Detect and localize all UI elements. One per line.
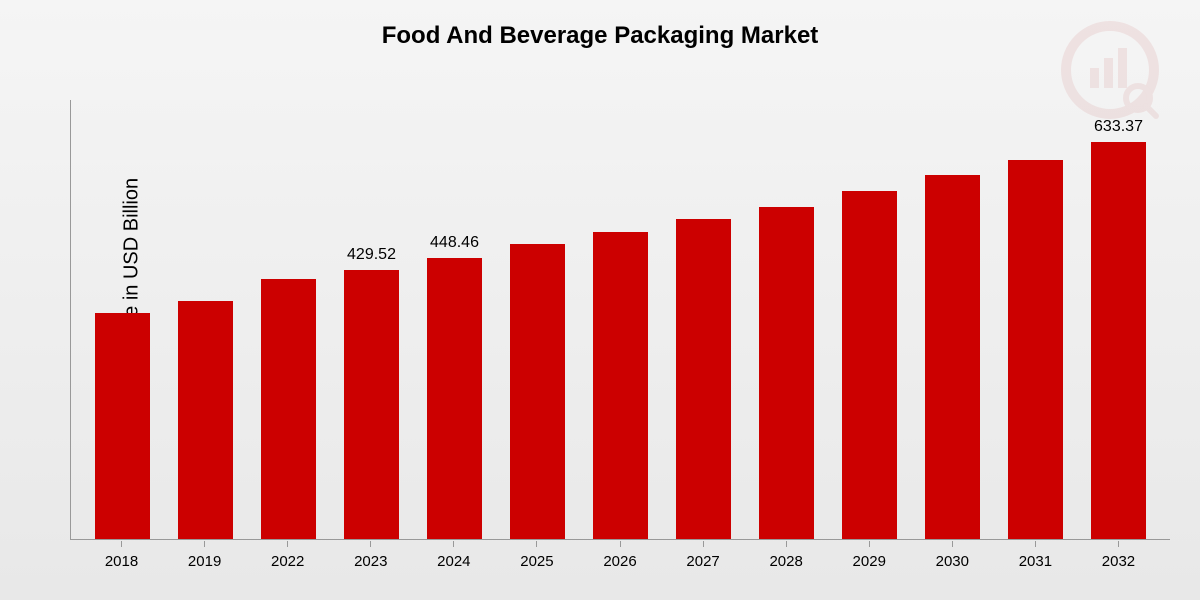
tick-mark <box>1118 541 1119 547</box>
chart-plot-area: 429.52 448.46 633.37 <box>70 100 1170 540</box>
tick-mark <box>1035 541 1036 547</box>
bar-wrap: 633.37 <box>1077 100 1160 539</box>
x-tick-label: 2031 <box>1019 553 1052 570</box>
bar-wrap <box>994 100 1077 539</box>
bar <box>427 258 482 539</box>
xtick-wrap: 2024 <box>412 541 495 570</box>
x-tick-label: 2019 <box>188 553 221 570</box>
x-tick-label: 2030 <box>936 553 969 570</box>
tick-mark <box>786 541 787 547</box>
tick-mark <box>869 541 870 547</box>
bar-wrap <box>662 100 745 539</box>
tick-mark <box>204 541 205 547</box>
x-tick-label: 2024 <box>437 553 470 570</box>
bar <box>510 244 565 539</box>
xtick-wrap: 2025 <box>495 541 578 570</box>
xtick-wrap: 2030 <box>911 541 994 570</box>
bar <box>95 313 150 539</box>
xtick-wrap: 2032 <box>1077 541 1160 570</box>
x-tick-label: 2027 <box>686 553 719 570</box>
bar-wrap <box>164 100 247 539</box>
bar-value-label: 633.37 <box>1094 118 1143 136</box>
tick-mark <box>536 541 537 547</box>
bar-wrap <box>579 100 662 539</box>
chart-title: Food And Beverage Packaging Market <box>382 22 819 50</box>
xtick-wrap: 2023 <box>329 541 412 570</box>
xtick-wrap: 2028 <box>745 541 828 570</box>
tick-mark <box>370 541 371 547</box>
bar <box>344 270 399 539</box>
xtick-wrap: 2029 <box>828 541 911 570</box>
xtick-wrap: 2027 <box>662 541 745 570</box>
xtick-wrap: 2022 <box>246 541 329 570</box>
bar <box>178 301 233 539</box>
tick-mark <box>121 541 122 547</box>
x-tick-label: 2018 <box>105 553 138 570</box>
tick-mark <box>620 541 621 547</box>
x-tick-label: 2025 <box>520 553 553 570</box>
x-tick-label: 2023 <box>354 553 387 570</box>
x-tick-label: 2032 <box>1102 553 1135 570</box>
bar-wrap <box>81 100 164 539</box>
x-tick-label: 2029 <box>853 553 886 570</box>
bar <box>261 279 316 539</box>
xtick-wrap: 2018 <box>80 541 163 570</box>
bar-wrap <box>247 100 330 539</box>
x-axis: 2018 2019 2022 2023 2024 2025 2026 2027 2028 2029… <box>70 541 1170 570</box>
tick-mark <box>453 541 454 547</box>
bar-wrap: 429.52 <box>330 100 413 539</box>
tick-mark <box>287 541 288 547</box>
bar <box>593 232 648 539</box>
xtick-wrap: 2019 <box>163 541 246 570</box>
bar-wrap: 448.46 <box>413 100 496 539</box>
bar <box>842 191 897 539</box>
x-tick-label: 2028 <box>769 553 802 570</box>
bar-wrap <box>911 100 994 539</box>
bar <box>925 175 980 539</box>
bar <box>676 219 731 539</box>
xtick-wrap: 2026 <box>578 541 661 570</box>
x-tick-label: 2022 <box>271 553 304 570</box>
bar <box>1008 160 1063 539</box>
bar <box>1091 142 1146 539</box>
bar-value-label: 429.52 <box>347 246 396 264</box>
bars-container: 429.52 448.46 633.37 <box>71 100 1170 539</box>
tick-mark <box>952 541 953 547</box>
bar-wrap <box>745 100 828 539</box>
x-tick-label: 2026 <box>603 553 636 570</box>
bar-wrap <box>828 100 911 539</box>
bar-value-label: 448.46 <box>430 234 479 252</box>
bar <box>759 207 814 539</box>
xtick-wrap: 2031 <box>994 541 1077 570</box>
bar-wrap <box>496 100 579 539</box>
tick-mark <box>703 541 704 547</box>
